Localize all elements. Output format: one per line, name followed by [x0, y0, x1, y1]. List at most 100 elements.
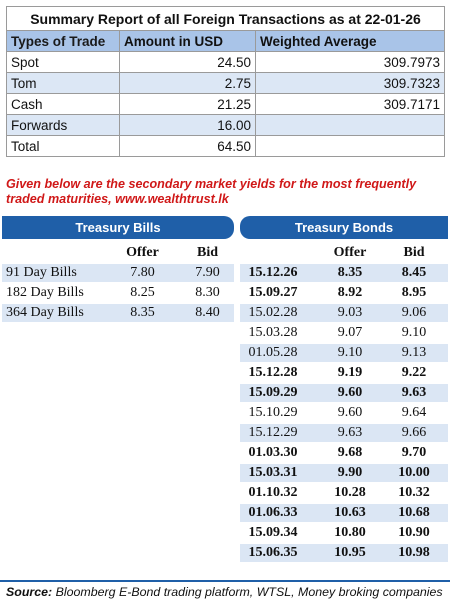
bond-maturity-date: 15.12.26 — [248, 265, 298, 280]
bill-name: 91 Day Bills — [6, 265, 77, 280]
bond-offer: 9.90 — [337, 465, 363, 480]
summary-title: Summary Report of all Foreign Transactio… — [5, 6, 446, 31]
header-amount-usd: Amount in USD — [119, 30, 256, 52]
yields-grid: Offer Bid Offer Bid 91 Day Bills 7.80 7.90 15.1… — [0, 243, 450, 563]
bond-maturity-date: 15.09.34 — [248, 525, 298, 540]
bill-name: 182 Day Bills — [6, 285, 84, 300]
bond-bid: 9.63 — [401, 385, 427, 400]
bond-bid: 10.90 — [398, 525, 430, 540]
header-types-of-trade: Types of Trade — [6, 30, 120, 52]
bond-row-shade — [240, 304, 448, 322]
summary-row: Cash 21.25 309.7171 — [6, 93, 446, 115]
treasury-bonds-heading: Treasury Bonds — [240, 216, 448, 239]
bond-offer: 9.60 — [337, 405, 363, 420]
bond-maturity-date: 15.12.29 — [248, 425, 298, 440]
trade-type: Cash — [6, 93, 120, 115]
trade-weighted — [254, 135, 446, 157]
bond-maturity-date: 15.06.35 — [248, 545, 298, 560]
bond-offer: 9.63 — [337, 425, 363, 440]
bond-bid: 9.10 — [401, 325, 427, 340]
yield-row: 182 Day Bills 8.25 8.30 15.09.27 8.92 8.95 — [0, 283, 450, 303]
yield-row: 15.09.29 9.60 9.63 — [0, 383, 450, 403]
summary-header-row: Types of Trade Amount in USD Weighted Av… — [6, 30, 446, 52]
bond-bid: 9.13 — [401, 345, 427, 360]
trade-weighted — [254, 114, 446, 136]
bond-maturity-date: 15.03.28 — [248, 325, 298, 340]
trade-amount: 2.75 — [119, 72, 256, 94]
summary-row-total: Total 64.50 — [6, 135, 446, 157]
bond-offer: 8.35 — [337, 265, 363, 280]
bond-bid: 10.32 — [398, 485, 430, 500]
yield-row: 15.12.29 9.63 9.66 — [0, 423, 450, 443]
bill-row-shade — [2, 304, 234, 322]
bond-maturity-date: 15.02.28 — [248, 305, 298, 320]
bond-offer: 9.10 — [337, 345, 363, 360]
bond-row-shade — [240, 384, 448, 402]
bill-offer: 8.25 — [130, 285, 155, 300]
trade-amount: 24.50 — [119, 51, 256, 73]
trade-weighted: 309.7323 — [254, 72, 446, 94]
yield-row: 15.03.28 9.07 9.10 — [0, 323, 450, 343]
bond-row-shade — [240, 544, 448, 562]
summary-row: Tom 2.75 309.7323 — [6, 72, 446, 94]
bond-bid: 8.45 — [401, 265, 427, 280]
yield-row: 15.03.31 9.90 10.00 — [0, 463, 450, 483]
trade-type: Tom — [6, 72, 120, 94]
yields-column-header-row: Offer Bid Offer Bid — [0, 243, 450, 263]
bonds-offer-header: Offer — [333, 245, 367, 260]
bill-bid: 8.30 — [195, 285, 220, 300]
bond-offer: 8.92 — [337, 285, 363, 300]
trade-type: Spot — [6, 51, 120, 73]
header-weighted-average: Weighted Average — [254, 30, 446, 52]
yield-row: 01.03.30 9.68 9.70 — [0, 443, 450, 463]
bond-row-shade — [240, 464, 448, 482]
bill-name: 364 Day Bills — [6, 305, 84, 320]
yield-row: 15.09.34 10.80 10.90 — [0, 523, 450, 543]
bill-offer: 7.80 — [130, 265, 155, 280]
bond-offer: 10.80 — [334, 525, 366, 540]
bonds-bid-header: Bid — [403, 245, 425, 260]
bond-maturity-date: 01.06.33 — [248, 505, 298, 520]
bond-bid: 10.00 — [398, 465, 430, 480]
bond-offer: 9.19 — [337, 365, 363, 380]
yield-row: 91 Day Bills 7.80 7.90 15.12.26 8.35 8.45 — [0, 263, 450, 283]
bond-row-shade — [240, 344, 448, 362]
yields-note: Given below are the secondary market yie… — [6, 177, 417, 206]
bond-row-shade — [240, 264, 448, 282]
yield-row: 15.12.28 9.19 9.22 — [0, 363, 450, 383]
bond-offer: 10.28 — [334, 485, 366, 500]
bill-offer: 8.35 — [130, 305, 155, 320]
bond-bid: 9.06 — [401, 305, 427, 320]
bond-bid: 9.64 — [401, 405, 427, 420]
bond-bid: 9.66 — [401, 425, 427, 440]
bond-bid: 10.98 — [398, 545, 430, 560]
summary-row: Forwards 16.00 — [6, 114, 446, 136]
bill-bid: 8.40 — [195, 305, 220, 320]
bond-bid: 9.22 — [401, 365, 427, 380]
bond-maturity-date: 15.10.29 — [248, 405, 298, 420]
trade-amount: 64.50 — [119, 135, 256, 157]
yields-panel: Treasury Bills Treasury Bonds Offer Bid Of… — [0, 212, 450, 581]
bond-offer: 10.95 — [334, 545, 366, 560]
source-text: Bloomberg E-Bond trading platform, WTSL,… — [52, 585, 443, 599]
trade-type: Forwards — [6, 114, 120, 136]
bond-bid: 8.95 — [401, 285, 427, 300]
bills-offer-header: Offer — [126, 245, 159, 260]
bond-maturity-date: 15.03.31 — [248, 465, 298, 480]
bond-maturity-date: 01.10.32 — [248, 485, 298, 500]
bill-bid: 7.90 — [195, 265, 220, 280]
bond-bid: 9.70 — [401, 445, 427, 460]
trade-type: Total — [6, 135, 120, 157]
bond-row-shade — [240, 424, 448, 442]
trade-weighted: 309.7171 — [254, 93, 446, 115]
yield-row: 15.10.29 9.60 9.64 — [0, 403, 450, 423]
source-line: Source: Bloomberg E-Bond trading platfor… — [6, 585, 446, 599]
bond-offer: 9.07 — [337, 325, 363, 340]
bottom-rule — [0, 580, 450, 582]
bond-offer: 9.60 — [337, 385, 363, 400]
bond-maturity-date: 15.09.29 — [248, 385, 298, 400]
bill-row-shade — [2, 264, 234, 282]
yield-row: 01.06.33 10.63 10.68 — [0, 503, 450, 523]
summary-row: Spot 24.50 309.7973 — [6, 51, 446, 73]
bills-bid-header: Bid — [196, 245, 218, 260]
